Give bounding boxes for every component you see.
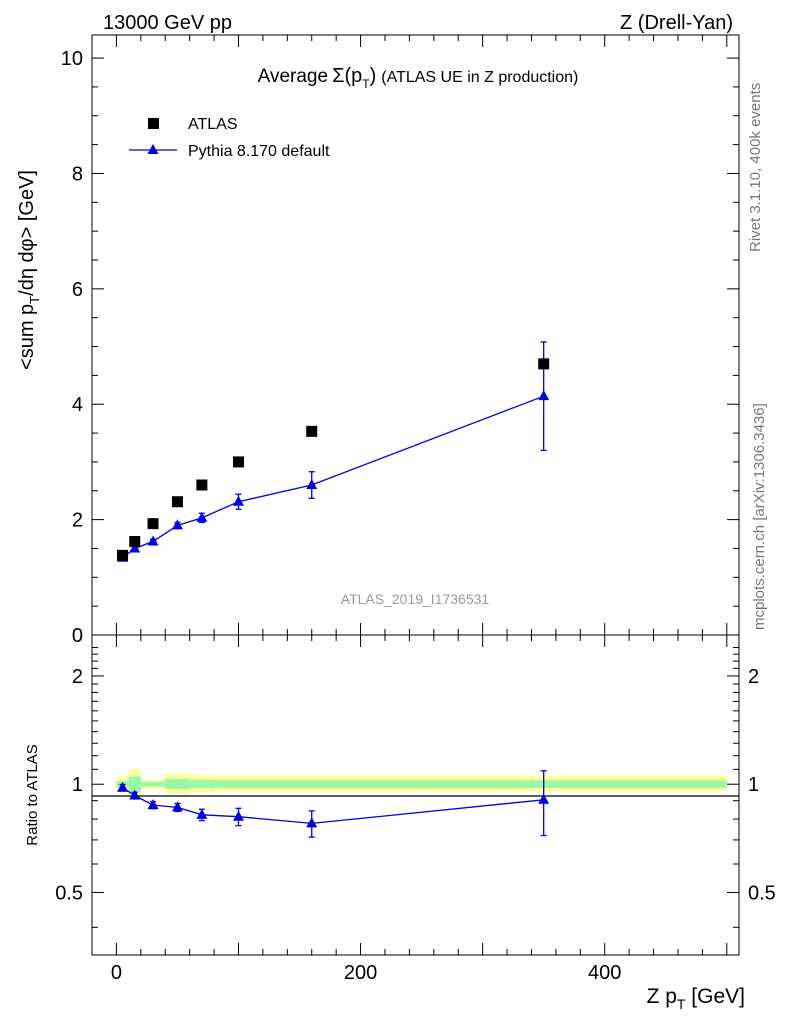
ratio-band-inner bbox=[165, 778, 190, 789]
main-ylabel-sub: T bbox=[27, 296, 42, 304]
ratio-series bbox=[117, 770, 550, 838]
atlas-point bbox=[171, 496, 183, 508]
main-title-close: ) bbox=[370, 65, 377, 87]
atlas-point bbox=[538, 358, 550, 370]
main-ytick-label: 10 bbox=[61, 48, 83, 70]
main-ytick-label: 8 bbox=[72, 163, 83, 185]
ratio-point bbox=[117, 781, 129, 792]
main-title: Average Σ(pT) (ATLAS UE in Z production) bbox=[258, 65, 579, 91]
ratio-band-inner bbox=[189, 779, 215, 789]
pythia-point bbox=[538, 390, 550, 401]
atlas-point bbox=[129, 536, 141, 548]
ratio-ytick-label: 2 bbox=[72, 666, 83, 688]
legend-pythia-label: Pythia 8.170 default bbox=[188, 143, 330, 160]
pythia-point bbox=[232, 495, 244, 506]
pythia-line bbox=[122, 395, 544, 559]
pythia-point bbox=[306, 479, 318, 489]
legend-pythia-marker bbox=[147, 144, 159, 154]
header-left: 13000 GeV pp bbox=[103, 12, 232, 34]
legend-atlas-marker bbox=[148, 118, 159, 129]
main-ytick-label: 0 bbox=[72, 625, 83, 647]
ratio-band-inner bbox=[128, 776, 141, 793]
analysis-watermark: ATLAS_2019_I1736531 bbox=[341, 591, 490, 607]
main-series bbox=[117, 341, 550, 562]
xlabel-sub: T bbox=[677, 996, 686, 1012]
ratio-band-inner bbox=[140, 781, 166, 787]
atlas-point bbox=[147, 518, 159, 530]
ratio-point bbox=[147, 799, 159, 810]
atlas-point bbox=[232, 456, 244, 468]
ratio-point bbox=[306, 817, 318, 828]
ratio-panel: 0.5 0.5 1 1 2 2 0 200 400 Ratio to ATLAS Z pT [G… bbox=[24, 634, 776, 1012]
ratio-point bbox=[232, 810, 244, 821]
main-title-average: Average bbox=[258, 66, 328, 87]
legend-atlas-label: ATLAS bbox=[188, 116, 238, 133]
ratio-ytick-label: 0.5 bbox=[55, 882, 83, 904]
mcplots-label: mcplots.cern.ch [arXiv:1306.3436] bbox=[751, 403, 768, 630]
xlabel-b: [GeV] bbox=[685, 985, 745, 1008]
ratio-band-inner bbox=[214, 780, 263, 788]
atlas-point bbox=[306, 425, 318, 437]
ratio-ylabel: Ratio to ATLAS bbox=[24, 744, 41, 845]
main-title-rest: (ATLAS UE in Z production) bbox=[381, 69, 578, 86]
main-ylabel: <sum pT/dη dφ> [GeV] bbox=[16, 170, 42, 370]
ratio-point bbox=[196, 808, 208, 819]
ratio-point bbox=[538, 793, 550, 804]
ratio-ytick-label-right: 2 bbox=[748, 666, 759, 688]
rivet-label: Rivet 3.1.10, 400k events bbox=[747, 83, 764, 252]
xlabel-a: Z p bbox=[647, 985, 677, 1008]
ratio-xlabel: Z pT [GeV] bbox=[647, 985, 745, 1012]
atlas-point bbox=[196, 479, 208, 491]
legend: ATLAS Pythia 8.170 default bbox=[129, 116, 330, 160]
pythia-point bbox=[147, 535, 159, 546]
pythia-point bbox=[129, 542, 141, 553]
pythia-point bbox=[171, 519, 183, 530]
ratio-ticks: 0.5 0.5 1 1 2 2 0 200 400 bbox=[55, 635, 776, 984]
ratio-xtick-label: 0 bbox=[111, 962, 122, 984]
ratio-frame bbox=[91, 634, 740, 956]
ratio-ytick-label-right: 0.5 bbox=[748, 882, 776, 904]
ratio-ytick-label: 1 bbox=[72, 774, 83, 796]
ratio-ytick-label-right: 1 bbox=[748, 774, 759, 796]
pythia-point bbox=[196, 511, 208, 522]
ratio-xtick-label: 400 bbox=[588, 962, 621, 984]
main-ylabel-b: /dη dφ> [GeV] bbox=[16, 170, 38, 296]
ratio-bands bbox=[116, 769, 727, 799]
atlas-point bbox=[117, 549, 129, 561]
main-title-sigma: Σ(p bbox=[332, 65, 362, 87]
header-right: Z (Drell-Yan) bbox=[620, 12, 733, 34]
ratio-point bbox=[171, 801, 183, 812]
ratio-xtick-label: 200 bbox=[344, 962, 377, 984]
main-ticks: 0 2 4 6 8 10 bbox=[61, 35, 739, 647]
ratio-band-inner bbox=[262, 780, 361, 788]
main-ytick-label: 6 bbox=[72, 279, 83, 301]
ratio-point bbox=[129, 789, 141, 800]
main-ylabel-a: <sum p bbox=[16, 304, 38, 370]
main-title-sigma-sub: T bbox=[362, 77, 370, 91]
main-ytick-label: 4 bbox=[72, 394, 83, 416]
main-ytick-label: 2 bbox=[72, 510, 83, 532]
